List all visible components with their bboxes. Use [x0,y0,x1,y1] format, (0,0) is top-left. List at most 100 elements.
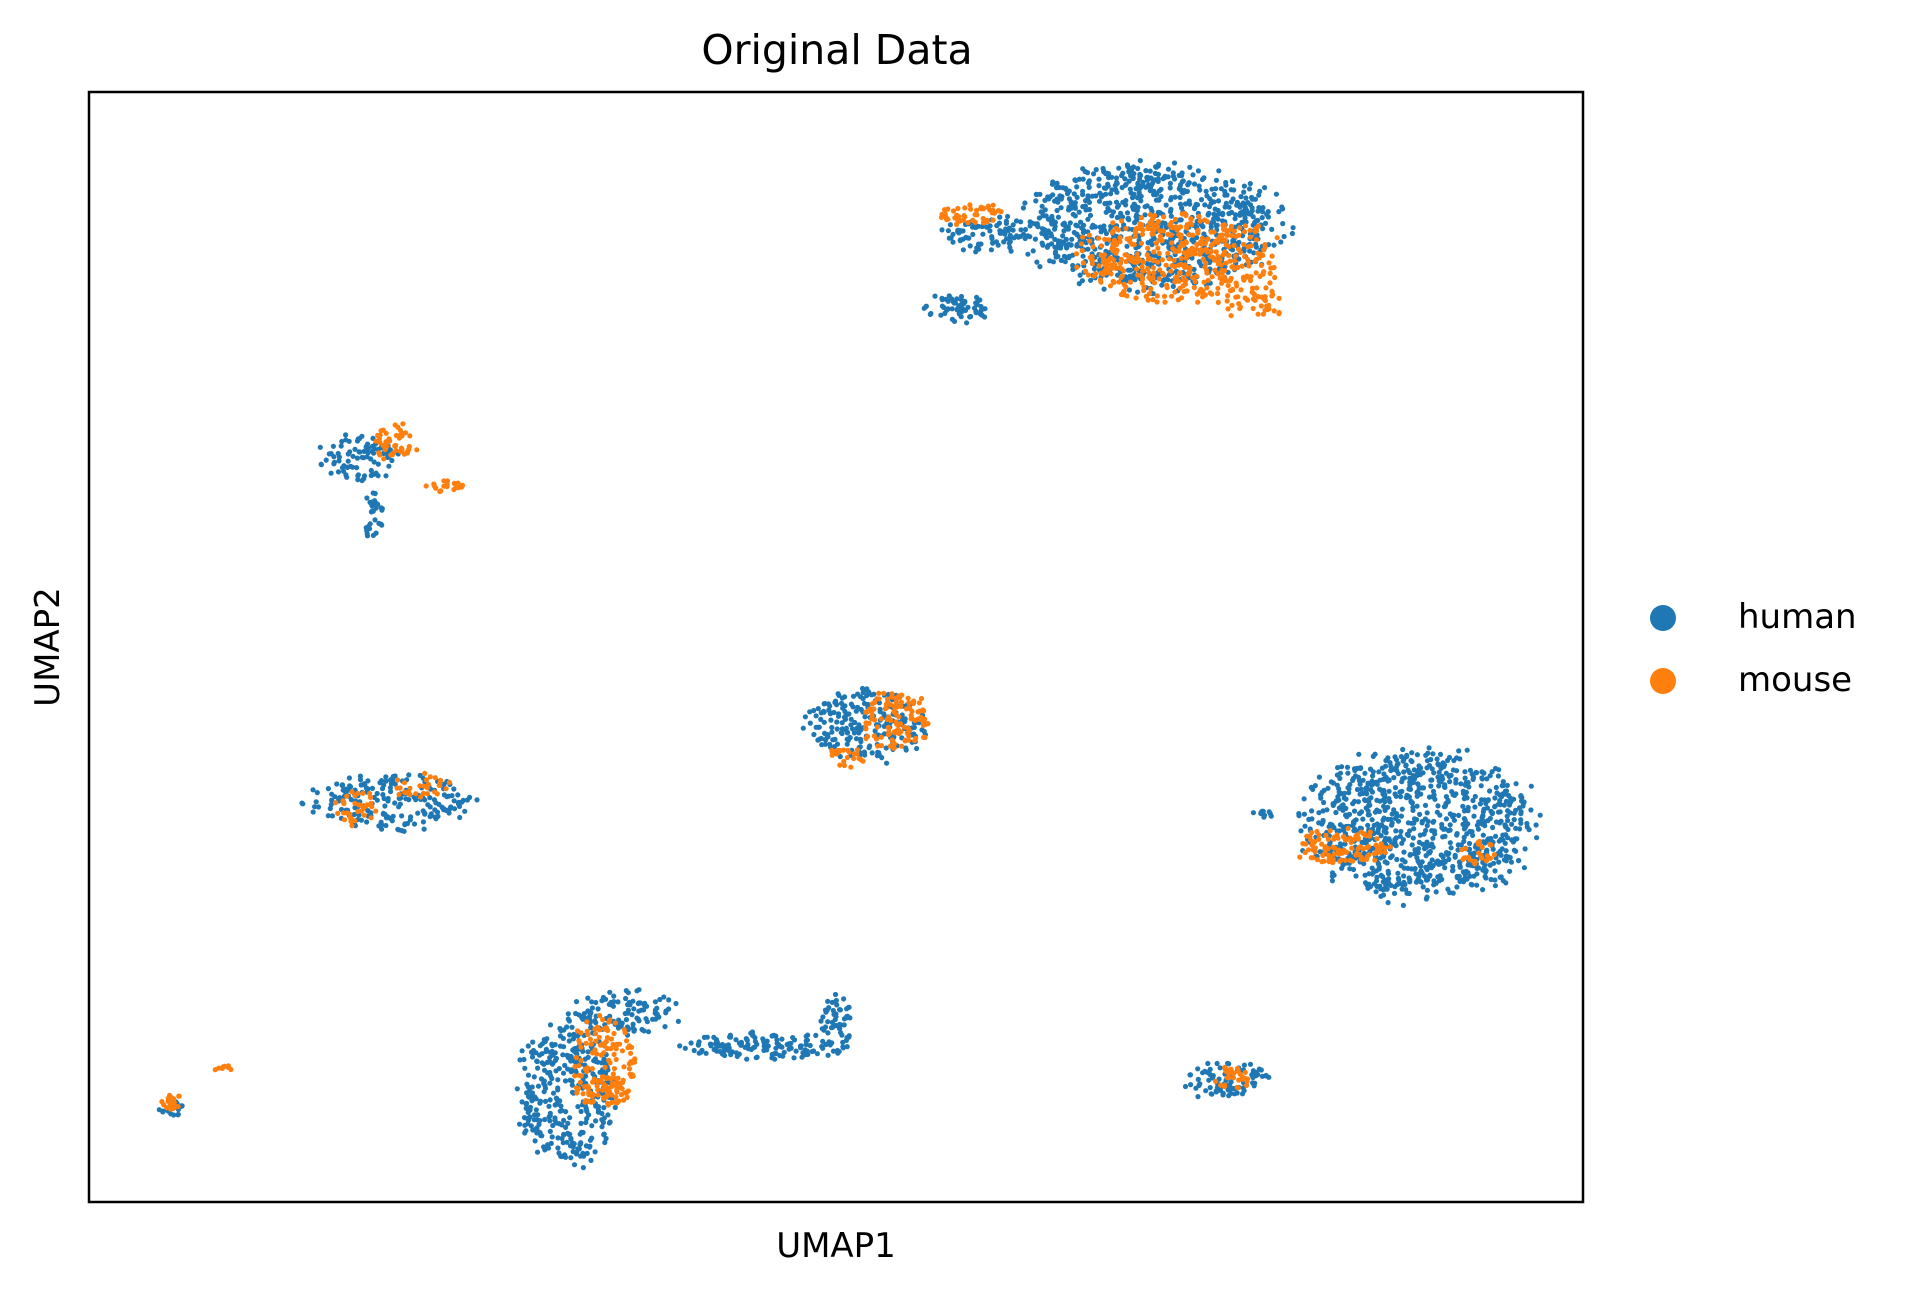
data-point-mouse [1235,294,1241,300]
data-point-human [1176,172,1182,178]
data-point-human [1261,814,1267,820]
data-point-human [605,1112,611,1118]
data-point-human [1391,775,1397,781]
data-point-human [1340,807,1346,813]
data-point-human [1088,277,1094,283]
data-point-human [1341,790,1348,796]
data-point-mouse [459,484,465,490]
data-point-mouse [1253,270,1259,276]
data-point-mouse [1169,219,1175,226]
data-point-mouse [967,202,973,208]
data-point-human [343,437,349,443]
data-point-mouse [352,800,358,807]
data-point-mouse [1190,232,1196,238]
data-point-human [1489,810,1496,816]
data-point-human [867,743,873,749]
data-point-human [1369,865,1375,871]
data-point-human [1377,777,1383,783]
data-point-human [531,1112,538,1118]
data-point-mouse [906,700,912,706]
data-point-mouse [431,481,437,487]
data-point-mouse [1235,1085,1241,1091]
data-point-human [834,1002,840,1008]
data-point-human [1416,860,1422,866]
data-point-mouse [1274,235,1280,241]
data-point-mouse [1247,278,1254,284]
data-point-human [365,778,371,784]
data-point-mouse [1199,294,1206,300]
data-point-human [1423,827,1429,834]
data-point-human [978,303,984,310]
data-point-human [957,238,963,244]
data-point-human [1052,219,1058,225]
data-point-human [1066,255,1072,261]
data-point-human [389,777,395,784]
data-point-human [1172,176,1178,182]
data-point-mouse [393,432,399,439]
data-point-mouse [443,786,449,792]
data-point-human [553,1095,560,1101]
data-point-mouse [1225,228,1231,234]
data-point-mouse [1086,232,1092,238]
data-point-human [813,1032,819,1038]
data-point-human [1515,858,1522,864]
data-point-human [371,459,377,465]
data-point-human [1214,1060,1220,1067]
data-point-human [1503,848,1509,854]
data-point-human [1437,873,1443,879]
data-point-human [1370,781,1376,787]
data-point-human [422,811,428,817]
data-point-human [1470,775,1477,781]
data-point-mouse [603,1025,609,1031]
data-point-human [652,1007,659,1013]
data-point-mouse [863,726,869,732]
data-point-human [860,696,866,702]
data-point-human [1394,768,1400,774]
data-point-human [1366,881,1372,887]
data-point-human [310,787,316,793]
data-point-human [675,1018,682,1024]
data-point-human [1341,827,1347,833]
data-point-human [829,999,835,1006]
data-point-mouse [1186,248,1192,254]
data-point-mouse [341,817,348,823]
data-point-human [1492,868,1498,874]
data-point-human [1400,746,1406,753]
data-point-human [1039,226,1046,232]
data-point-mouse [1154,299,1160,305]
data-point-human [791,1055,797,1061]
data-point-mouse [1311,839,1317,845]
data-point-mouse [588,1099,595,1105]
data-point-human [779,1036,785,1042]
data-point-human [1496,859,1502,865]
data-point-human [583,1073,589,1079]
data-point-human [541,1067,548,1073]
data-point-human [1302,823,1308,829]
data-point-human [804,1048,810,1054]
data-point-mouse [869,701,875,707]
data-point-human [1193,1085,1199,1091]
plot-frame [87,90,1585,1204]
data-point-human [1135,165,1141,172]
data-point-mouse [1157,228,1163,234]
data-point-human [1461,816,1467,822]
data-point-human [406,797,412,803]
data-point-human [593,1118,599,1124]
data-point-human [1168,206,1174,212]
data-point-human [811,731,817,738]
data-point-human [1130,175,1136,181]
data-point-human [838,730,844,736]
data-point-human [1263,1073,1269,1079]
data-point-mouse [1320,852,1326,859]
data-point-human [557,1043,564,1049]
data-point-mouse [851,751,857,757]
data-point-human [1379,765,1385,771]
data-point-human [314,790,320,796]
data-point-human [1234,202,1240,208]
data-point-mouse [1269,288,1275,294]
data-point-human [1347,782,1353,788]
data-point-human [565,1011,571,1017]
data-point-human [1336,828,1343,834]
data-point-human [876,700,883,706]
data-point-mouse [1096,235,1102,241]
